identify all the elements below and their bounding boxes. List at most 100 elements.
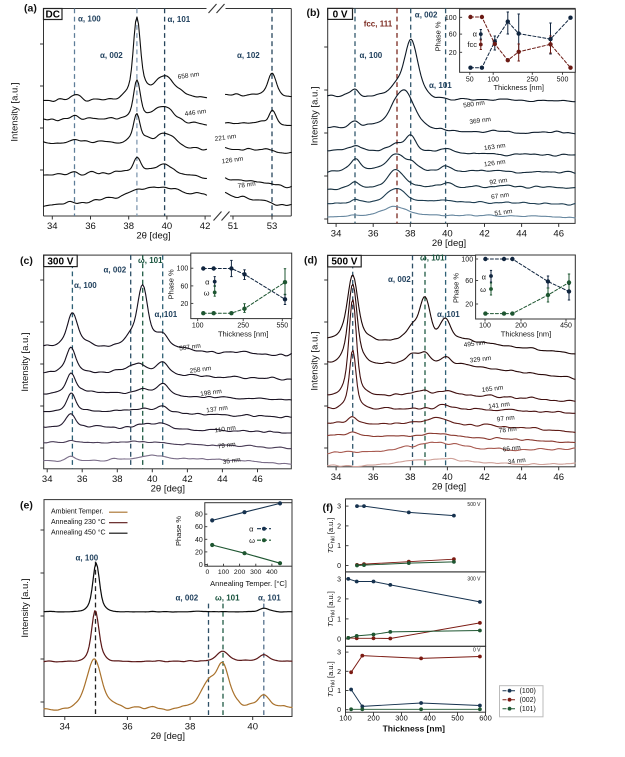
svg-text:1: 1: [337, 543, 341, 550]
svg-text:3: 3: [337, 576, 341, 583]
svg-text:67 nm: 67 nm: [491, 192, 510, 201]
svg-text:20: 20: [465, 302, 473, 309]
svg-text:2: 2: [337, 669, 341, 676]
svg-text:42: 42: [182, 474, 193, 485]
svg-text:60: 60: [465, 278, 473, 285]
svg-text:20: 20: [449, 50, 457, 57]
svg-text:221 nm: 221 nm: [214, 133, 236, 143]
svg-text:2θ [deg]: 2θ [deg]: [432, 238, 466, 249]
svg-text:46: 46: [553, 228, 564, 239]
svg-text:α: α: [249, 524, 254, 533]
svg-text:(b): (b): [307, 7, 320, 19]
svg-text:126 nm: 126 nm: [221, 156, 243, 166]
svg-text:198 nm: 198 nm: [200, 388, 222, 398]
svg-text:587 nm: 587 nm: [179, 343, 201, 353]
svg-text:36: 36: [368, 228, 379, 239]
svg-text:α: α: [473, 30, 478, 39]
svg-text:α, 002: α, 002: [176, 594, 199, 603]
svg-text:Intensity [a.u.]: Intensity [a.u.]: [10, 82, 21, 141]
svg-text:α, 002: α, 002: [104, 266, 127, 275]
svg-text:α, 101: α, 101: [258, 594, 281, 603]
svg-text:1: 1: [337, 616, 341, 623]
svg-text:60: 60: [195, 524, 203, 531]
svg-text:200: 200: [515, 323, 527, 330]
svg-text:α, 101: α, 101: [437, 310, 460, 319]
svg-text:34: 34: [47, 221, 58, 232]
svg-text:ω: ω: [480, 285, 486, 294]
svg-text:92 nm: 92 nm: [489, 177, 508, 186]
svg-text:Annealing 230 °C: Annealing 230 °C: [51, 518, 106, 526]
svg-text:44: 44: [217, 474, 228, 485]
svg-text:100: 100: [177, 266, 189, 273]
svg-text:α, 100: α, 100: [360, 51, 383, 60]
svg-text:51: 51: [228, 221, 239, 232]
svg-text:400: 400: [423, 714, 436, 723]
svg-text:329 nm: 329 nm: [469, 355, 491, 365]
svg-text:2θ [deg]: 2θ [deg]: [432, 481, 466, 492]
svg-text:250: 250: [526, 76, 538, 83]
svg-text:36: 36: [368, 472, 379, 483]
svg-text:100: 100: [339, 714, 352, 723]
svg-text:1: 1: [337, 688, 341, 695]
svg-text:60: 60: [181, 283, 189, 290]
svg-text:3: 3: [337, 504, 341, 511]
svg-text:0 V: 0 V: [473, 648, 481, 654]
svg-text:446 nm: 446 nm: [184, 108, 206, 118]
svg-text:0: 0: [206, 569, 210, 576]
svg-text:44: 44: [516, 228, 527, 239]
svg-text:α, 101: α, 101: [168, 15, 191, 24]
svg-text:ω: ω: [204, 289, 210, 298]
svg-text:(f): (f): [323, 502, 334, 514]
svg-text:(e): (e): [20, 500, 33, 512]
svg-text:38: 38: [123, 221, 134, 232]
svg-text:550: 550: [276, 323, 288, 330]
svg-text:fcc: fcc: [467, 40, 477, 49]
svg-text:100: 100: [445, 15, 457, 22]
svg-text:34 nm: 34 nm: [507, 457, 526, 466]
svg-text:500 V: 500 V: [331, 257, 357, 268]
svg-text:300: 300: [250, 569, 262, 576]
svg-text:40: 40: [442, 472, 453, 483]
svg-text:0 V: 0 V: [333, 9, 348, 20]
svg-text:60: 60: [449, 32, 457, 39]
svg-text:50: 50: [466, 76, 474, 83]
svg-text:(100): (100): [520, 688, 536, 695]
svg-text:46: 46: [553, 472, 564, 483]
svg-text:α, 102: α, 102: [237, 51, 260, 60]
svg-text:110 nm: 110 nm: [214, 425, 236, 435]
svg-text:36: 36: [85, 221, 96, 232]
svg-text:Intensity [a.u.]: Intensity [a.u.]: [310, 86, 321, 145]
svg-text:495 nm: 495 nm: [463, 339, 485, 349]
svg-text:Phase %: Phase %: [452, 273, 461, 303]
svg-text:46: 46: [252, 474, 263, 485]
svg-text:ω, 101: ω, 101: [420, 254, 445, 263]
svg-text:(101): (101): [520, 706, 536, 713]
svg-text:200: 200: [234, 569, 246, 576]
svg-text:40: 40: [195, 537, 203, 544]
svg-text:36: 36: [122, 722, 133, 733]
svg-text:Intensity [a.u.]: Intensity [a.u.]: [310, 331, 321, 390]
svg-text:ω, 101: ω, 101: [138, 256, 163, 265]
svg-text:ω: ω: [249, 536, 255, 545]
svg-text:36: 36: [77, 474, 88, 485]
svg-text:126 nm: 126 nm: [484, 159, 506, 169]
svg-text:TChkl [a.u.]: TChkl [a.u.]: [326, 591, 337, 627]
svg-text:α, 101: α, 101: [429, 81, 452, 90]
svg-text:2: 2: [337, 523, 341, 530]
svg-text:TChkl [a.u.]: TChkl [a.u.]: [326, 518, 337, 554]
svg-text:(d): (d): [304, 255, 317, 267]
svg-text:(002): (002): [520, 697, 536, 704]
svg-text:2θ [deg]: 2θ [deg]: [136, 231, 170, 242]
svg-text:500: 500: [451, 714, 464, 723]
svg-text:3: 3: [337, 650, 341, 657]
svg-text:Phase %: Phase %: [174, 516, 183, 546]
svg-text:38: 38: [405, 228, 416, 239]
svg-text:20: 20: [181, 301, 189, 308]
svg-text:α, 002: α, 002: [388, 275, 411, 284]
svg-text:(a): (a): [24, 3, 37, 15]
svg-text:100: 100: [487, 76, 499, 83]
svg-text:40: 40: [442, 228, 453, 239]
svg-text:200: 200: [367, 714, 380, 723]
svg-text:Ambient Temper.: Ambient Temper.: [51, 509, 103, 516]
svg-text:66 nm: 66 nm: [502, 444, 521, 453]
